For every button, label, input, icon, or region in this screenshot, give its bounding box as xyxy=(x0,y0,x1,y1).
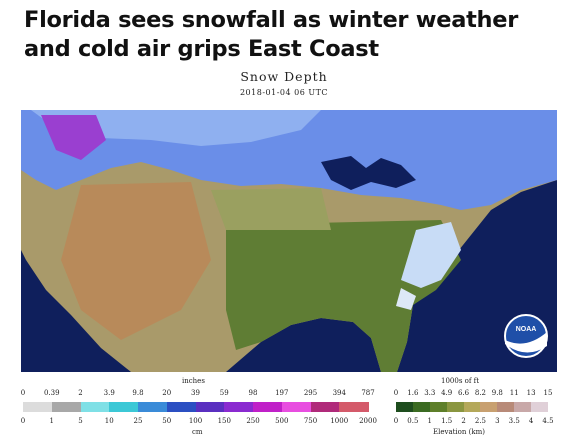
map-timestamp: 2018-01-04 06 UTC xyxy=(239,88,329,97)
snow_legend-tick-label-bottom: 1000 xyxy=(330,417,349,425)
elevation_legend-swatch xyxy=(412,402,431,412)
snow_legend-tick-label-top: 197 xyxy=(275,389,289,397)
snow_legend-tick-label-top: 787 xyxy=(361,389,375,397)
alpine-snow xyxy=(41,115,106,160)
elevation_legend-tick-label-bottom: 1.5 xyxy=(441,417,453,425)
snow_legend-swatch xyxy=(80,402,110,412)
snow_legend-swatch xyxy=(51,402,81,412)
snow-depth-map: NOAA xyxy=(21,110,557,372)
snow-depth-legend: inches 0 0.39 2 3.9 9.8 20 39 59 98 197 295 394 787 … xyxy=(20,377,380,447)
snow_legend-tick-label-top: 39 xyxy=(191,389,200,397)
article-headline: Florida sees snowfall as winter weather … xyxy=(24,6,554,64)
snow_legend-tick-label-top: 20 xyxy=(162,389,172,397)
elevation_legend-tick-label-top: 6.6 xyxy=(457,389,470,397)
snow_legend-swatch xyxy=(138,402,168,412)
snow_legend-swatch xyxy=(23,402,53,412)
elevation_legend-swatch xyxy=(531,402,549,412)
elevation_legend-tick-label-bottom: 3.5 xyxy=(508,417,520,425)
elevation_legend-swatch xyxy=(396,402,414,412)
rocky-mountains xyxy=(61,182,211,340)
elevation_legend-tick-label-top: 13 xyxy=(526,389,536,397)
elevation_legend-swatch xyxy=(497,402,515,412)
map-title: Snow Depth xyxy=(240,69,328,84)
great-lakes xyxy=(321,156,416,190)
elevation_legend-tick-label-top: 8.2 xyxy=(474,389,487,397)
snow_legend-tick-label-bottom: 250 xyxy=(246,417,260,425)
snow_legend-swatch xyxy=(166,402,196,412)
snow_legend-tick-label-bottom: 100 xyxy=(188,417,203,425)
east-coast-snow xyxy=(401,222,461,288)
snow_legend-tick-label-bottom: 2000 xyxy=(359,417,377,425)
snow_legend-tick-label-bottom: 50 xyxy=(162,417,172,425)
southeast-lowlands xyxy=(226,220,461,372)
elevation_legend-swatch xyxy=(514,402,532,412)
snow_legend-tick-label-bottom: 1 xyxy=(49,417,54,425)
elevation-legend-unit-ft: 1000s of ft xyxy=(441,377,480,385)
snow_legend-tick-label-top: 394 xyxy=(332,389,346,397)
elevation_legend-tick-label-top: 15 xyxy=(543,389,553,397)
elevation_legend-tick-label-top: 11 xyxy=(509,389,519,397)
elevation_legend-tick-label-top: 0 xyxy=(393,389,399,397)
gulf-coast-snow xyxy=(396,288,416,310)
snow_legend-swatch xyxy=(310,402,340,412)
snow_legend-swatch xyxy=(109,402,139,412)
elevation_legend-swatch xyxy=(463,402,481,412)
plains-band xyxy=(211,188,331,230)
snow_legend-tick-label-bottom: 750 xyxy=(303,417,318,425)
elevation_legend-tick-label-bottom: 4 xyxy=(528,417,534,425)
headline-line-1: Florida sees snowfall as winter weather xyxy=(24,7,519,33)
elevation_legend-tick-label-bottom: 3 xyxy=(495,417,500,425)
elevation_legend-tick-label-bottom: 0 xyxy=(393,417,399,425)
elevation_legend-tick-label-bottom: 2.5 xyxy=(474,417,487,425)
elevation_legend-swatch xyxy=(429,402,448,412)
snow_legend-tick-label-top: 2 xyxy=(78,389,83,397)
snow_legend-tick-label-bottom: 0 xyxy=(20,417,26,425)
elevation_legend-tick-label-top: 9.8 xyxy=(491,389,503,397)
snow_legend-tick-label-bottom: 500 xyxy=(275,417,289,425)
elevation_legend-tick-label-bottom: 1 xyxy=(427,417,432,425)
snow_legend-swatch xyxy=(339,402,369,412)
noaa-logo-bird xyxy=(505,332,547,353)
snow_legend-tick-label-bottom: 25 xyxy=(133,417,143,425)
elevation_legend-tick-label-bottom: 0.5 xyxy=(407,417,419,425)
snow_legend-tick-label-top: 0.39 xyxy=(43,389,60,397)
elevation_legend-tick-label-bottom: 4.5 xyxy=(542,417,554,425)
elevation_legend-tick-label-top: 1.6 xyxy=(407,389,419,397)
elevation_legend-tick-label-top: 4.9 xyxy=(441,389,453,397)
snow_legend-swatch xyxy=(253,402,283,412)
headline-line-2: and cold air grips East Coast xyxy=(24,36,379,62)
noaa-logo-text: NOAA xyxy=(516,326,537,333)
snow_legend-tick-label-top: 295 xyxy=(303,389,318,397)
snow_legend-tick-label-top: 98 xyxy=(248,389,258,397)
elevation_legend-swatch xyxy=(446,402,465,412)
snow_legend-swatch xyxy=(195,402,225,412)
snow_legend-tick-label-bottom: 10 xyxy=(104,417,114,425)
snow_legend-tick-label-bottom: 5 xyxy=(78,417,83,425)
snow_legend-tick-label-top: 59 xyxy=(219,389,229,397)
snow-legend-unit-inches: inches xyxy=(182,377,205,385)
snow_legend-tick-label-bottom: 150 xyxy=(217,417,231,425)
snow-legend-unit-cm: cm xyxy=(192,428,203,436)
snow_legend-tick-label-top: 9.8 xyxy=(132,389,144,397)
snow_legend-swatch xyxy=(224,402,254,412)
elevation_legend-swatch xyxy=(480,402,498,412)
elevation_legend-tick-label-top: 3.3 xyxy=(424,389,436,397)
snow_legend-tick-label-top: 0 xyxy=(20,389,26,397)
snow_legend-swatch xyxy=(281,402,311,412)
elevation-legend-unit-km: Elevation (km) xyxy=(433,428,485,436)
elevation_legend-tick-label-bottom: 2 xyxy=(461,417,466,425)
snow_legend-tick-label-top: 3.9 xyxy=(103,389,115,397)
